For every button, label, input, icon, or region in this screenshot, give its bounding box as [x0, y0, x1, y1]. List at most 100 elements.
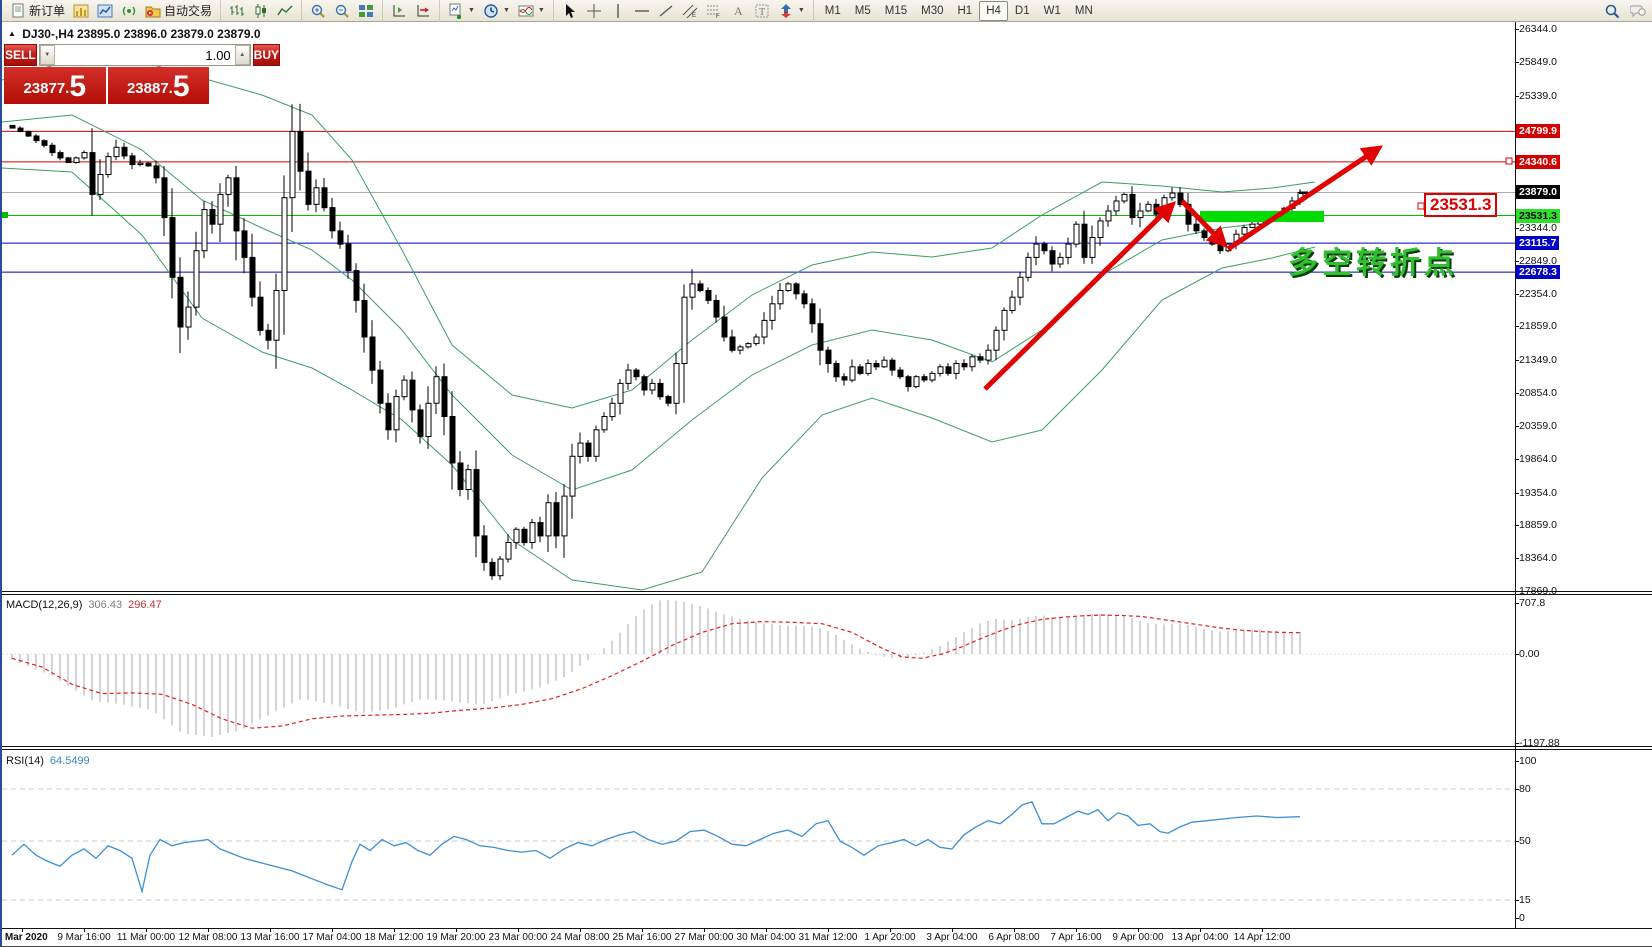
cursor-tool-button[interactable]: [558, 1, 582, 21]
candle-body: [337, 230, 344, 245]
trend-arrow-3[interactable]: [1226, 145, 1383, 252]
timeframe-button-w1[interactable]: W1: [1043, 4, 1061, 17]
candle-body: [521, 528, 528, 544]
crosshair-tool-button[interactable]: [582, 1, 606, 21]
macd-signal-value: 296.47: [128, 599, 162, 611]
candle-body: [289, 130, 296, 199]
candle-body: [41, 140, 48, 146]
price-callout-label[interactable]: 23531.3: [1424, 193, 1498, 217]
panel-separator-macd[interactable]: [2, 591, 1652, 595]
vertical-line-tool-button[interactable]: [606, 1, 630, 21]
timeframe-button-h1[interactable]: H1: [957, 4, 973, 17]
volume-increase-button[interactable]: ▲: [234, 45, 250, 65]
trend-arrow-2[interactable]: [1180, 199, 1228, 249]
auto-scroll-button[interactable]: [411, 1, 435, 21]
buy-price[interactable]: 23887. 5: [107, 67, 209, 104]
candle-body: [921, 376, 928, 381]
rsi-panel[interactable]: [2, 751, 1515, 928]
macd-axis-label: 0.00: [1519, 648, 1540, 660]
volume-decrease-button[interactable]: ▼: [39, 45, 55, 65]
timeframe-button-m30[interactable]: M30: [921, 4, 944, 17]
time-tick-label: 13 Mar 16:00: [240, 932, 300, 943]
macd-panel[interactable]: [2, 595, 1515, 746]
arrows-tool-button[interactable]: ▼: [774, 1, 809, 21]
text-label-tool-button[interactable]: T: [750, 1, 774, 21]
horizontal-line-tool-button[interactable]: [630, 1, 654, 21]
time-tick-mark: [766, 928, 767, 932]
chart-shift-icon: [393, 4, 406, 16]
trend-arrow-1[interactable]: [983, 201, 1176, 391]
new-chart-button[interactable]: ▼: [444, 1, 479, 21]
price-tick-label: 22849.0: [1519, 254, 1557, 267]
candle-body: [137, 162, 144, 165]
axis-tick-mark: [1515, 227, 1519, 229]
main-chart[interactable]: [2, 22, 1515, 592]
buy-button[interactable]: BUY: [252, 44, 281, 66]
candle-body: [225, 177, 232, 195]
rsi-axis-label: 80: [1519, 783, 1531, 795]
autotrading-button[interactable]: 自动交易: [141, 1, 216, 21]
candle-body: [265, 329, 272, 341]
candle-body: [233, 177, 240, 232]
candle-body: [249, 256, 256, 298]
time-tick-mark: [704, 928, 705, 932]
collapse-panel-icon[interactable]: ▲: [8, 29, 16, 38]
timeframe-button-mn[interactable]: MN: [1074, 4, 1093, 17]
time-tick-mark: [22, 928, 23, 932]
macd-signal-line: [11, 614, 1301, 729]
line-anchor-0[interactable]: [1505, 157, 1513, 165]
periods-caret: ▼: [502, 7, 510, 14]
channel-tool-button[interactable]: E: [678, 1, 702, 21]
bollinger-lower[interactable]: [2, 167, 1316, 591]
volume-input[interactable]: [54, 45, 235, 65]
zoom-out-button[interactable]: [330, 1, 354, 21]
fibonacci-tool-button[interactable]: F: [702, 1, 726, 21]
charts-button[interactable]: [69, 1, 93, 21]
chart-shift-button[interactable]: [387, 1, 411, 21]
text-tool-button[interactable]: A: [726, 1, 750, 21]
candle-body: [1113, 200, 1120, 212]
trendline-tool-button[interactable]: [654, 1, 678, 21]
search-icon[interactable]: [1604, 3, 1620, 19]
signals-button[interactable]: [117, 1, 141, 21]
time-tick-mark: [1200, 928, 1201, 932]
timeframe-button-d1[interactable]: D1: [1014, 4, 1030, 17]
candle-body: [105, 156, 112, 176]
bar-chart-button[interactable]: [225, 1, 249, 21]
timeframe-button-m15[interactable]: M15: [884, 4, 908, 17]
toolbar-group-drawing: E F A T ▼: [552, 0, 813, 22]
candle-body: [129, 155, 136, 165]
bollinger-middle[interactable]: [2, 114, 1316, 491]
support-zone-highlight[interactable]: [1200, 211, 1324, 222]
candle-body: [1249, 223, 1256, 228]
green-line-anchor[interactable]: [2, 212, 8, 218]
turning-point-annotation[interactable]: 多空转折点: [1288, 247, 1458, 280]
axis-tick-mark: [1515, 425, 1519, 427]
axis-tick-mark: [1515, 393, 1519, 395]
tile-windows-button[interactable]: [354, 1, 378, 21]
candle-body: [313, 187, 320, 205]
new-order-button[interactable]: 新订单: [6, 1, 69, 21]
timeframe-button-h4[interactable]: H4: [979, 0, 1008, 21]
toolbar-group-timeframes: M1 M5 M15 M30 H1 H4 D1 W1 MN: [812, 0, 1104, 22]
periods-button[interactable]: ▼: [479, 1, 514, 21]
price-line-badge: 24799.9: [1516, 124, 1560, 139]
timeframe-button-m1[interactable]: M1: [824, 4, 841, 17]
candle-body: [17, 127, 24, 132]
candlestick-chart-button[interactable]: [249, 1, 273, 21]
sell-button[interactable]: SELL: [4, 44, 37, 66]
panel-separator-rsi[interactable]: [2, 746, 1652, 750]
market-watch-button[interactable]: [93, 1, 117, 21]
time-tick-mark: [1138, 928, 1139, 932]
bollinger-upper[interactable]: [2, 59, 1316, 409]
axis-tick-mark: [1515, 95, 1519, 97]
timeframe-button-m5[interactable]: M5: [854, 4, 871, 17]
line-chart-button[interactable]: [273, 1, 297, 21]
macd-name: MACD(12,26,9): [6, 599, 83, 611]
fibonacci-icon: F: [706, 5, 720, 19]
zoom-in-button[interactable]: [306, 1, 330, 21]
toolbar-group-standard: 新订单 自动交易: [2, 0, 220, 22]
chat-icon[interactable]: [1630, 3, 1646, 19]
sell-price[interactable]: 23877. 5: [4, 67, 106, 104]
indicators-button[interactable]: ▼: [514, 1, 549, 21]
